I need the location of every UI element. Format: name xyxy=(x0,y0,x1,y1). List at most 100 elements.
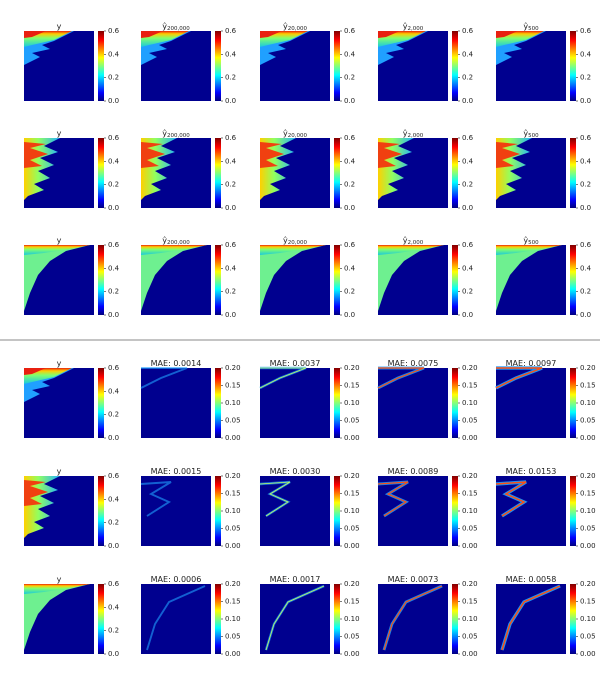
colorbar-tick-label: 0.10 xyxy=(344,399,360,407)
colorbar-tick-label: 0.6 xyxy=(108,472,120,480)
colorbar-tick-label: 0.4 xyxy=(344,264,356,272)
colorbar-tick-label: 0.20 xyxy=(580,472,596,480)
colorbar xyxy=(570,584,576,654)
field xyxy=(378,142,402,168)
colorbar xyxy=(334,368,340,438)
panel-title: y xyxy=(57,22,62,31)
colorbar-tick-label: 0.6 xyxy=(225,134,237,142)
panel-title-sub: 2,000 xyxy=(407,240,423,246)
colorbar-tick-label: 0.2 xyxy=(108,519,119,527)
heatmap xyxy=(378,476,448,546)
colorbar-tick-label: 0.0 xyxy=(462,204,473,212)
panel-title-main: MAE: 0.0014 xyxy=(151,359,202,368)
field xyxy=(496,31,518,38)
panel-title-sub: 2,000 xyxy=(407,26,423,32)
field xyxy=(378,245,444,311)
error-trace xyxy=(501,585,561,651)
colorbar xyxy=(334,245,340,315)
colorbar xyxy=(98,368,104,438)
heatmap xyxy=(496,584,566,654)
field xyxy=(24,584,90,594)
panel-title-sub: 20,000 xyxy=(288,133,308,139)
panel-title: MAE: 0.0073 xyxy=(388,575,439,584)
colorbar xyxy=(452,31,458,101)
colorbar-tick-label: 0.0 xyxy=(225,204,236,212)
colorbar-tick-label: 0.15 xyxy=(225,382,241,390)
colorbar-tick-label: 0.10 xyxy=(580,399,596,407)
colorbar-tick-label: 0.0 xyxy=(108,650,119,658)
panel-title-main: ŷ xyxy=(523,129,528,138)
colorbar-tick-label: 0.6 xyxy=(344,134,356,142)
panel-title: ŷ500 xyxy=(523,129,539,139)
colorbar-tick-label: 0.05 xyxy=(462,417,478,425)
colorbar-tick-label: 0.05 xyxy=(344,633,360,641)
colorbar xyxy=(98,584,104,654)
colorbar-tick-label: 0.0 xyxy=(580,97,591,105)
panel-title-sub: 200,000 xyxy=(167,26,190,32)
colorbar-tick-label: 0.10 xyxy=(580,615,596,623)
colorbar-tick-label: 0.2 xyxy=(462,288,473,296)
panel-title-sub: 200,000 xyxy=(167,133,190,139)
panel-title: ŷ200,000 xyxy=(162,236,190,246)
colorbar-tick-label: 0.0 xyxy=(108,204,119,212)
panel-title: y xyxy=(57,236,62,245)
colorbar xyxy=(570,476,576,546)
colorbar-tick-label: 0.6 xyxy=(225,241,237,249)
colorbar-tick-label: 0.10 xyxy=(344,615,360,623)
colorbar-tick-label: 0.00 xyxy=(225,542,241,550)
colorbar-tick-label: 0.6 xyxy=(462,134,474,142)
colorbar-tick-label: 0.05 xyxy=(225,417,241,425)
colorbar-tick-label: 0.6 xyxy=(108,134,120,142)
colorbar-tick-label: 0.6 xyxy=(580,27,592,35)
panel-title-main: ŷ xyxy=(283,129,288,138)
colorbar-tick-label: 0.4 xyxy=(580,157,592,165)
colorbar xyxy=(215,368,221,438)
colorbar-tick-label: 0.4 xyxy=(225,264,237,272)
colorbar xyxy=(570,245,576,315)
field xyxy=(24,245,90,255)
colorbar-tick-label: 0.20 xyxy=(225,580,241,588)
field xyxy=(260,245,326,255)
colorbar-tick-label: 0.00 xyxy=(225,650,241,658)
panel-title: MAE: 0.0058 xyxy=(506,575,557,584)
colorbar-tick-label: 0.00 xyxy=(580,650,596,658)
heatmap xyxy=(260,476,330,546)
panel-title: ŷ20,000 xyxy=(283,129,307,139)
colorbar-tick-label: 0.05 xyxy=(462,525,478,533)
colorbar xyxy=(215,476,221,546)
colorbar-tick-label: 0.20 xyxy=(225,472,241,480)
colorbar xyxy=(98,476,104,546)
panel-title: ŷ20,000 xyxy=(283,22,307,32)
colorbar xyxy=(452,138,458,208)
colorbar-tick-label: 0.0 xyxy=(462,97,473,105)
colorbar-tick-label: 0.2 xyxy=(344,288,355,296)
colorbar-tick-label: 0.6 xyxy=(344,27,356,35)
panel-title: ŷ500 xyxy=(523,236,539,246)
field xyxy=(24,480,48,506)
colorbar-tick-label: 0.4 xyxy=(225,50,237,58)
heatmap xyxy=(496,368,566,438)
colorbar-tick-label: 0.4 xyxy=(225,157,237,165)
error-trace xyxy=(259,481,291,517)
colorbar-tick-label: 0.4 xyxy=(462,157,474,165)
colorbar-tick-label: 0.10 xyxy=(580,507,596,515)
colorbar-tick-label: 0.0 xyxy=(580,311,591,319)
panel-title: ŷ500 xyxy=(523,22,539,32)
colorbar-tick-label: 0.6 xyxy=(108,241,120,249)
colorbar-tick-label: 0.2 xyxy=(108,627,119,635)
panel-title: ŷ200,000 xyxy=(162,129,190,139)
field xyxy=(24,142,48,168)
colorbar xyxy=(215,584,221,654)
panel-title: ŷ20,000 xyxy=(283,236,307,246)
field xyxy=(141,142,165,168)
colorbar-tick-label: 0.00 xyxy=(580,542,596,550)
colorbar-tick-label: 0.0 xyxy=(108,311,119,319)
panel-title-main: ŷ xyxy=(283,236,288,245)
colorbar-tick-label: 0.20 xyxy=(344,580,360,588)
colorbar-tick-label: 0.6 xyxy=(225,27,237,35)
colorbar-tick-label: 0.15 xyxy=(225,490,241,498)
panel-title-main: ŷ xyxy=(162,22,167,31)
colorbar-tick-label: 0.2 xyxy=(225,74,236,82)
heatmap xyxy=(260,368,330,438)
colorbar-tick-label: 0.4 xyxy=(462,50,474,58)
